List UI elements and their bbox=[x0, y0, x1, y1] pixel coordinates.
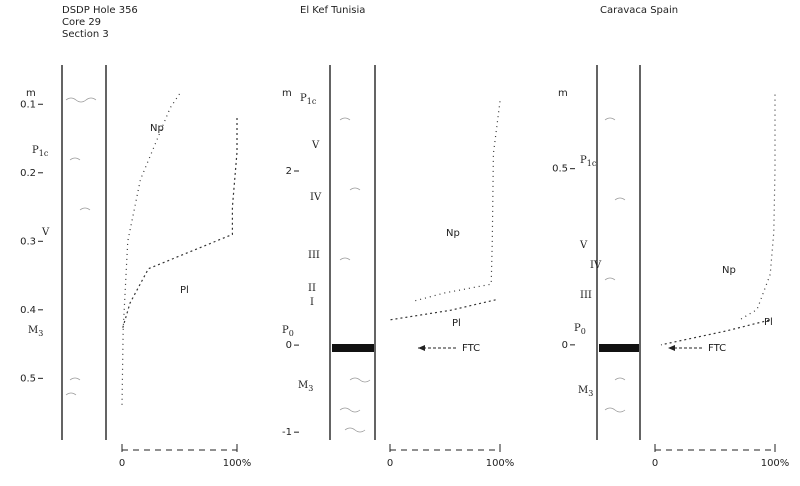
depth-tick-label: 0.3 bbox=[20, 236, 36, 247]
arrow-head bbox=[668, 345, 675, 351]
depth-tick-label: 2 bbox=[286, 166, 292, 177]
curve-label: Pl bbox=[452, 318, 461, 329]
boundary-clay bbox=[332, 344, 374, 352]
lithology bbox=[340, 118, 370, 432]
boundary-label: FTC bbox=[708, 343, 726, 354]
zone-label: V bbox=[41, 227, 50, 238]
abundance-curve bbox=[122, 118, 237, 330]
boundary-clay bbox=[599, 344, 639, 352]
depth-tick-label: 0.2 bbox=[20, 168, 36, 179]
zone-name: M bbox=[578, 385, 588, 396]
zone-subscript: 3 bbox=[38, 329, 43, 338]
lithology bbox=[66, 98, 96, 395]
depth-tick-label: 0.4 bbox=[20, 305, 36, 316]
depth-unit: m bbox=[558, 88, 568, 99]
zone-label: P0 bbox=[574, 323, 586, 337]
zone-name: I bbox=[310, 297, 314, 308]
zone-label: V bbox=[311, 140, 320, 151]
zone-label: M3 bbox=[298, 380, 313, 394]
zone-subscript: 3 bbox=[308, 384, 313, 393]
zone-subscript: 1c bbox=[587, 159, 597, 168]
x-tick-label: 0 bbox=[119, 458, 125, 469]
depth-tick-label: 0 bbox=[562, 340, 568, 351]
zone-label: M3 bbox=[28, 325, 43, 339]
zone-subscript: 1c bbox=[307, 97, 317, 106]
depth-unit: m bbox=[26, 88, 36, 99]
curve-label: Pl bbox=[764, 317, 773, 328]
zone-label: P0 bbox=[282, 325, 294, 339]
zone-label: II bbox=[308, 283, 316, 294]
curve-label: Np bbox=[722, 265, 736, 276]
zone-label: IV bbox=[590, 260, 602, 271]
boundary-label: FTC bbox=[462, 343, 480, 354]
zone-label: M3 bbox=[578, 385, 593, 399]
figure: DSDP Hole 356Core 29Section 3m0.10.20.30… bbox=[0, 0, 800, 486]
curve-label: Np bbox=[446, 228, 460, 239]
x-tick-label: 0 bbox=[387, 458, 393, 469]
curve-label: Np bbox=[150, 123, 164, 134]
panel-title: DSDP Hole 356 bbox=[62, 5, 138, 16]
column-patterns bbox=[66, 98, 639, 432]
zone-subscript: 3 bbox=[588, 389, 593, 398]
zone-subscript: 0 bbox=[581, 327, 586, 336]
zone-name: V bbox=[579, 240, 588, 251]
zone-label: III bbox=[308, 250, 320, 261]
zone-label: P1c bbox=[32, 145, 49, 159]
panel-title: Section 3 bbox=[62, 29, 109, 40]
zone-name: III bbox=[580, 290, 592, 301]
x-tick-label: 100% bbox=[486, 458, 515, 469]
abundance-curve bbox=[390, 300, 496, 320]
panel-title: El Kef Tunisia bbox=[300, 5, 365, 16]
depth-tick-label: 0.5 bbox=[552, 164, 568, 175]
abundance-curve bbox=[122, 94, 180, 406]
x-tick-label: 100% bbox=[223, 458, 252, 469]
zone-name: V bbox=[41, 227, 50, 238]
abundance-curve bbox=[661, 320, 769, 345]
lithology bbox=[605, 118, 625, 412]
abundance-curve bbox=[412, 101, 500, 301]
x-tick-label: 0 bbox=[652, 458, 658, 469]
depth-tick-label: 0.5 bbox=[20, 373, 36, 384]
abundance-curve bbox=[739, 95, 775, 321]
zone-label: IV bbox=[310, 192, 322, 203]
zone-name: IV bbox=[310, 192, 322, 203]
depth-tick-label: 0 bbox=[286, 340, 292, 351]
depth-tick-label: -1 bbox=[282, 427, 292, 438]
zone-name: V bbox=[311, 140, 320, 151]
depth-tick-label: 0.1 bbox=[20, 99, 36, 110]
zone-label: V bbox=[579, 240, 588, 251]
zone-name: M bbox=[298, 380, 308, 391]
arrow-head bbox=[418, 345, 425, 351]
panel-title: Core 29 bbox=[62, 17, 101, 28]
zone-name: M bbox=[28, 325, 38, 336]
x-tick-label: 100% bbox=[761, 458, 790, 469]
depth-unit: m bbox=[282, 88, 292, 99]
zone-label: III bbox=[580, 290, 592, 301]
zone-label: P1c bbox=[300, 93, 317, 107]
zone-name: II bbox=[308, 283, 316, 294]
zone-label: P1c bbox=[580, 155, 597, 169]
zone-label: I bbox=[310, 297, 314, 308]
zone-name: IV bbox=[590, 260, 602, 271]
zone-subscript: 0 bbox=[289, 329, 294, 338]
zone-subscript: 1c bbox=[39, 149, 49, 158]
zone-name: III bbox=[308, 250, 320, 261]
curve-label: Pl bbox=[180, 285, 189, 296]
panel-title: Caravaca Spain bbox=[600, 5, 678, 16]
